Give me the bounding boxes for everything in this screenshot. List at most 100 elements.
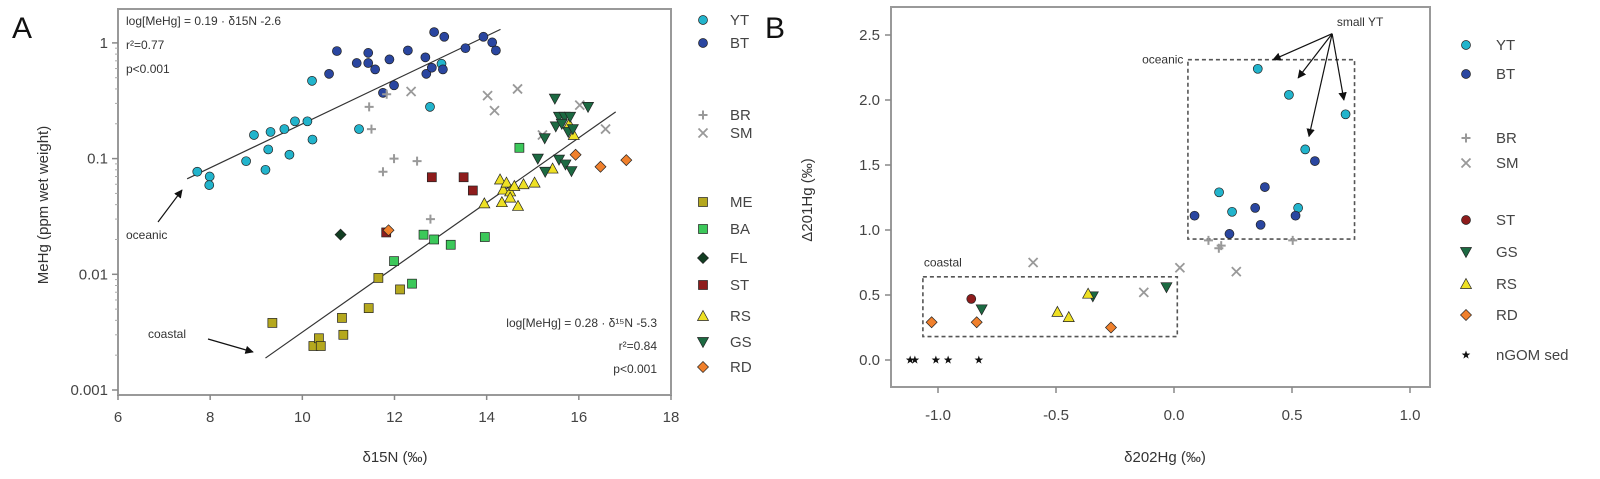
point-b-yt [1340, 109, 1351, 120]
point-b-br [1214, 243, 1224, 253]
point-b-bt [1310, 156, 1320, 166]
oceanic-label: oceanic [126, 228, 167, 242]
point-b-yt [1300, 144, 1311, 155]
x-tick-label-b: 0.5 [1282, 407, 1303, 424]
x-tick-label-a: 10 [294, 409, 311, 426]
legend-label-a-sm: SM [730, 125, 753, 142]
point-a-gs [566, 124, 579, 136]
y-tick-label-b: 0.0 [859, 352, 880, 369]
point-a-rs [508, 179, 521, 191]
panel-b-marks: -1.0 -0.5 0.0 0.5 1.0 0.0 0.5 1.0 1.5 2.0 2.5 ocean… [859, 15, 1568, 424]
legend-label-a-rd: RD [730, 359, 752, 376]
point-a-bt [403, 45, 413, 56]
y-tick-label-a: 0.1 [87, 151, 108, 168]
point-a-bt [460, 43, 471, 54]
point-a-gs [549, 121, 562, 133]
point-a-yt [241, 156, 251, 167]
p-oceanic: p<0.001 [126, 62, 170, 76]
legend-label-a-br: BR [730, 107, 751, 124]
point-a-bt [420, 52, 431, 63]
point-a-rs [517, 178, 530, 190]
point-a-ba [479, 232, 490, 242]
p-coastal: p<0.001 [613, 362, 657, 376]
point-b-rd [1104, 321, 1117, 334]
point-a-bt [438, 64, 448, 75]
point-a-bt [332, 46, 342, 56]
x-tick-label-a: 14 [478, 409, 495, 426]
oceanic-fit-line [186, 28, 501, 180]
point-a-st [426, 172, 437, 183]
r2-oceanic: r²=0.77 [126, 38, 165, 52]
legend-label-b-gs: GS [1496, 244, 1518, 261]
point-a-rs [497, 183, 510, 195]
point-a-fl [334, 228, 347, 241]
point-a-gs [555, 118, 568, 130]
point-a-gs [563, 111, 577, 123]
y-tick-label-b: 1.0 [859, 222, 880, 239]
point-b-sm [1138, 287, 1149, 298]
y-axis-label-a: MeHg (ppm wet weight) [35, 126, 52, 284]
x-axis-label-a: δ15N (‰) [362, 449, 427, 466]
point-b-bt [1255, 219, 1266, 230]
point-a-rs [500, 176, 513, 188]
legend-marker-a-br [698, 110, 708, 120]
x-tick-label-a: 6 [114, 409, 122, 426]
region-box-coastal [922, 275, 1179, 338]
point-b-rs [1082, 287, 1095, 299]
point-a-br [389, 154, 399, 164]
point-a-bt [351, 58, 362, 68]
point-a-rs [567, 128, 580, 140]
point-b-ngom-sed [974, 355, 984, 364]
legend-marker-a-gs [696, 337, 710, 349]
legend-marker-a-fl [697, 252, 709, 264]
point-a-ba [445, 239, 456, 250]
y-tick-label-a: 0.01 [79, 266, 108, 283]
plot-frame-b [890, 6, 1431, 388]
point-a-rs [504, 191, 517, 203]
point-a-sm [574, 99, 585, 111]
point-a-yt [307, 75, 317, 86]
point-b-gs [1160, 282, 1173, 294]
small-yt-arrow [1331, 33, 1347, 101]
point-b-yt [1214, 187, 1224, 198]
point-b-yt [1227, 206, 1237, 217]
point-a-me [338, 329, 349, 340]
point-a-bt [370, 64, 380, 75]
point-a-rd [382, 224, 395, 237]
oceanic-label-b: oceanic [1142, 53, 1183, 67]
point-b-rs [1051, 305, 1064, 317]
legend-marker-b-br [1461, 133, 1471, 143]
point-a-ba [418, 229, 429, 240]
point-a-sm [489, 105, 500, 116]
point-a-me [315, 341, 326, 351]
point-a-yt [204, 171, 215, 182]
x-tick-label-a: 8 [206, 409, 214, 426]
point-a-bt [439, 31, 450, 42]
point-a-gs [538, 133, 551, 145]
point-a-rd [620, 154, 633, 167]
point-a-me [337, 313, 347, 323]
point-b-ngom-sed [931, 355, 941, 364]
panel-label-a: A [12, 12, 32, 45]
legend-label-a-rs: RS [730, 308, 751, 325]
legend-marker-a-st [698, 280, 708, 290]
x-tick-label-b: 1.0 [1400, 407, 1421, 424]
point-b-rd [970, 316, 983, 329]
point-a-yt [265, 127, 276, 137]
plot-frame-a [117, 8, 672, 396]
legend-label-b-ngom-sed: nGOM sed [1496, 347, 1569, 364]
legend-label-b-sm: SM [1496, 155, 1519, 172]
point-b-ngom-sed [905, 355, 915, 364]
point-b-bt [1189, 210, 1200, 221]
point-b-br [1203, 235, 1213, 245]
y-axis-label-b: Δ201Hg (‰) [799, 158, 816, 241]
point-a-bt [363, 58, 374, 68]
legend-label-a-me: ME [730, 194, 753, 211]
small-yt-arrow [1297, 33, 1333, 79]
small-yt-arrow [1272, 33, 1333, 61]
point-a-bt [389, 80, 399, 91]
point-a-yt [192, 166, 203, 177]
equation-coastal: log[MeHg] = 0.28 · δ¹⁵N -5.3 [506, 316, 657, 330]
point-b-sm [1027, 257, 1039, 268]
